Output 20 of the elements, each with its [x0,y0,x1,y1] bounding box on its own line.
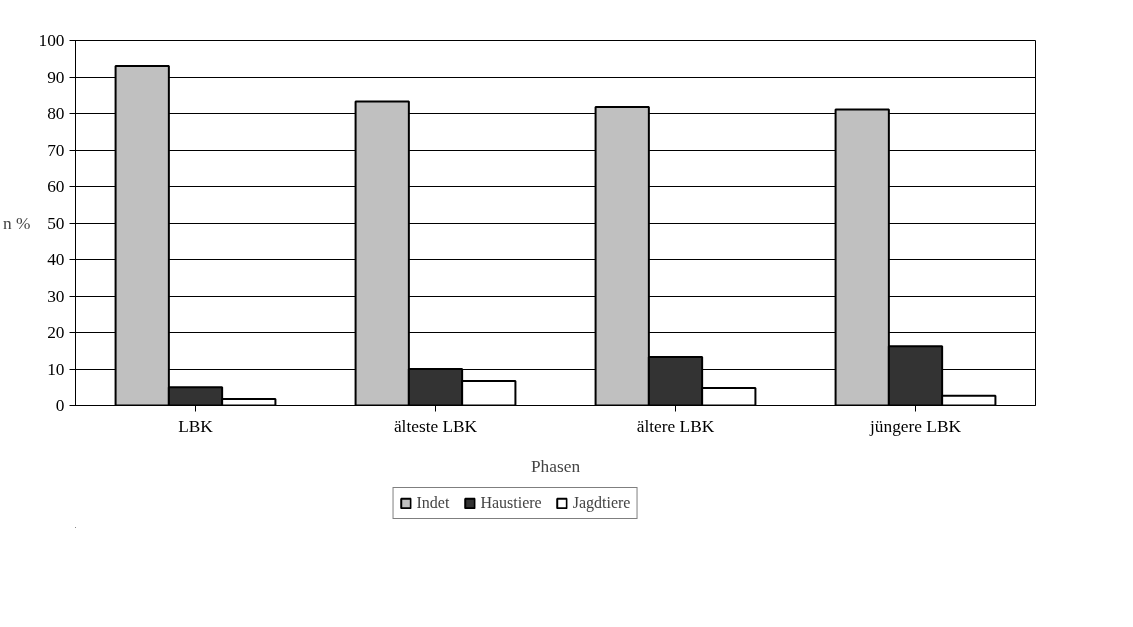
y-tick-label: 90 [47,67,65,87]
y-tick-label: 100 [38,31,65,50]
x-tick-label: älteste LBK [393,416,478,436]
legend-label: Indet [416,494,450,512]
y-axis-title: n % [3,213,31,233]
x-tick-label: LBK [178,416,214,436]
y-tick-label: 80 [47,104,65,123]
legend-label: Jagdtiere [572,494,631,512]
legend-label: Haustiere [480,494,542,512]
y-tick-label: 70 [47,140,65,160]
y-tick-label: 60 [47,177,65,196]
x-axis-title: Phasen [530,456,581,476]
y-tick-label: 10 [47,359,65,379]
y-tick-label: 30 [47,286,65,306]
y-tick-label: 50 [47,213,65,233]
y-tick-label: 0 [55,396,65,415]
x-tick-label: ältere LBK [636,416,715,436]
y-tick-label: 40 [47,250,65,269]
y-tick-label: 20 [47,323,65,342]
x-tick-label: jüngere LBK [869,416,962,436]
